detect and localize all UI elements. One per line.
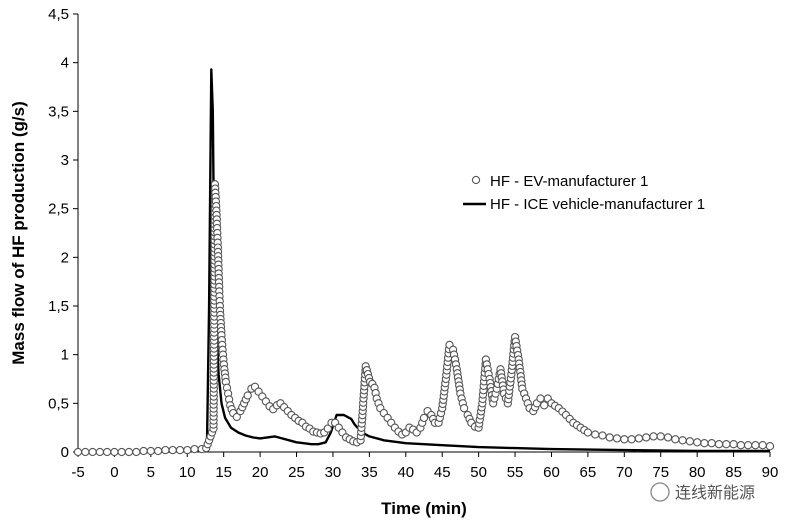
y-tick-label: 2 xyxy=(61,249,69,266)
ev-data-point xyxy=(243,391,252,400)
ev-data-point xyxy=(758,441,767,450)
axes xyxy=(77,14,770,453)
x-tick-label: 40 xyxy=(397,464,414,481)
y-tick-label: 4,5 xyxy=(48,6,69,23)
y-tick-label: 3,5 xyxy=(48,103,69,120)
ev-data-point xyxy=(729,440,738,449)
legend-item-ice: HF - ICE vehicle-manufacturer 1 xyxy=(463,196,705,213)
legend-label-ev: HF - EV-manufacturer 1 xyxy=(490,173,648,190)
ev-data-point xyxy=(583,428,593,437)
ev-data-point xyxy=(81,447,90,457)
ev-data-point xyxy=(656,432,665,441)
y-tick-label: 4 xyxy=(61,55,69,72)
y-tick-label: 0,5 xyxy=(48,395,69,412)
y-tick-label: 3 xyxy=(61,152,69,169)
ev-data-point xyxy=(183,445,192,455)
ev-data-point xyxy=(707,439,716,448)
ev-data-point xyxy=(73,447,83,457)
x-tick-label: -5 xyxy=(71,464,84,481)
ev-data-point xyxy=(168,445,177,455)
y-tick-label: 1,5 xyxy=(48,298,69,315)
ev-data-point xyxy=(132,447,141,457)
x-ticks: -5 0 5 10 15 20 25 30 35 40 45 50 55 60 65 70 75 80 85 90 xyxy=(71,452,778,481)
x-tick-label: 45 xyxy=(434,464,451,481)
y-ticks: 0 0,5 1 1,5 2 2,5 3 3,5 4 4,5 xyxy=(48,6,78,461)
ev-data-point xyxy=(190,444,199,454)
x-tick-label: 85 xyxy=(725,464,742,481)
ev-data-point xyxy=(751,441,760,450)
x-tick-label: 35 xyxy=(361,464,378,481)
watermark-logo-icon xyxy=(650,482,670,502)
legend: HF - EV-manufacturer 1 HF - ICE vehicle-… xyxy=(463,173,705,213)
ev-data-point xyxy=(765,442,775,451)
ev-data-point xyxy=(605,433,614,442)
ev-data-point xyxy=(671,435,680,444)
ev-data-point xyxy=(88,447,97,457)
ev-data-point xyxy=(678,436,687,445)
ev-data-point xyxy=(161,445,170,455)
ev-data-point xyxy=(591,430,600,439)
ev-data-point xyxy=(627,435,636,444)
legend-circle-marker xyxy=(471,175,481,185)
x-tick-label: 10 xyxy=(179,464,196,481)
ev-data-point xyxy=(102,447,112,457)
ev-data-point xyxy=(117,447,126,457)
y-tick-label: 1 xyxy=(61,347,69,364)
x-tick-label: 65 xyxy=(580,464,597,481)
ev-data-point xyxy=(110,447,119,457)
ev-data-point xyxy=(685,437,695,446)
ev-data-point xyxy=(736,441,746,450)
ev-data-point xyxy=(124,447,134,457)
watermark: 连线新能源 xyxy=(650,482,755,502)
ev-data-point xyxy=(95,447,105,457)
ev-data-point xyxy=(612,434,622,443)
x-tick-label: 80 xyxy=(689,464,706,481)
ev-data-point xyxy=(153,446,163,456)
ev-data-point xyxy=(700,439,709,448)
x-tick-label: 55 xyxy=(507,464,524,481)
x-tick-label: 75 xyxy=(652,464,669,481)
ev-data-point xyxy=(540,401,549,410)
watermark-text: 连线新能源 xyxy=(675,483,755,502)
ev-data-point xyxy=(139,446,148,456)
series-ice-line xyxy=(78,68,770,454)
ev-data-point xyxy=(634,434,644,443)
x-tick-label: 30 xyxy=(325,464,342,481)
ev-data-point xyxy=(536,394,545,403)
x-tick-label: 60 xyxy=(543,464,560,481)
ev-data-point xyxy=(175,445,185,455)
ice-series-line xyxy=(78,68,770,454)
x-axis-title: Time (min) xyxy=(381,499,467,518)
ev-data-point xyxy=(146,446,155,456)
x-tick-label: 20 xyxy=(252,464,269,481)
ev-data-point xyxy=(693,438,702,447)
ev-data-point xyxy=(620,435,629,444)
legend-item-ev: HF - EV-manufacturer 1 xyxy=(471,173,648,190)
ev-data-point xyxy=(232,412,241,422)
x-tick-label: 50 xyxy=(470,464,487,481)
x-tick-label: 25 xyxy=(288,464,305,481)
ev-data-point xyxy=(459,404,469,413)
x-tick-label: 0 xyxy=(110,464,118,481)
legend-label-ice: HF - ICE vehicle-manufacturer 1 xyxy=(490,196,705,213)
ev-data-point xyxy=(722,440,731,449)
ev-data-point xyxy=(642,433,651,442)
ev-data-point xyxy=(663,433,673,442)
y-axis-title: Mass flow of HF production (g/s) xyxy=(9,101,28,364)
x-tick-label: 70 xyxy=(616,464,633,481)
y-tick-label: 2,5 xyxy=(48,201,69,218)
ev-data-point xyxy=(743,441,753,450)
x-tick-label: 15 xyxy=(215,464,232,481)
ev-data-point xyxy=(714,440,724,449)
ev-data-point xyxy=(323,424,332,433)
x-tick-label: 90 xyxy=(762,464,779,481)
ev-data-point xyxy=(649,432,658,441)
series-ev-points xyxy=(73,180,775,457)
x-tick-label: 5 xyxy=(147,464,155,481)
y-tick-label: 0 xyxy=(61,444,69,461)
ev-data-point xyxy=(598,431,607,440)
ev-data-point xyxy=(419,413,429,423)
